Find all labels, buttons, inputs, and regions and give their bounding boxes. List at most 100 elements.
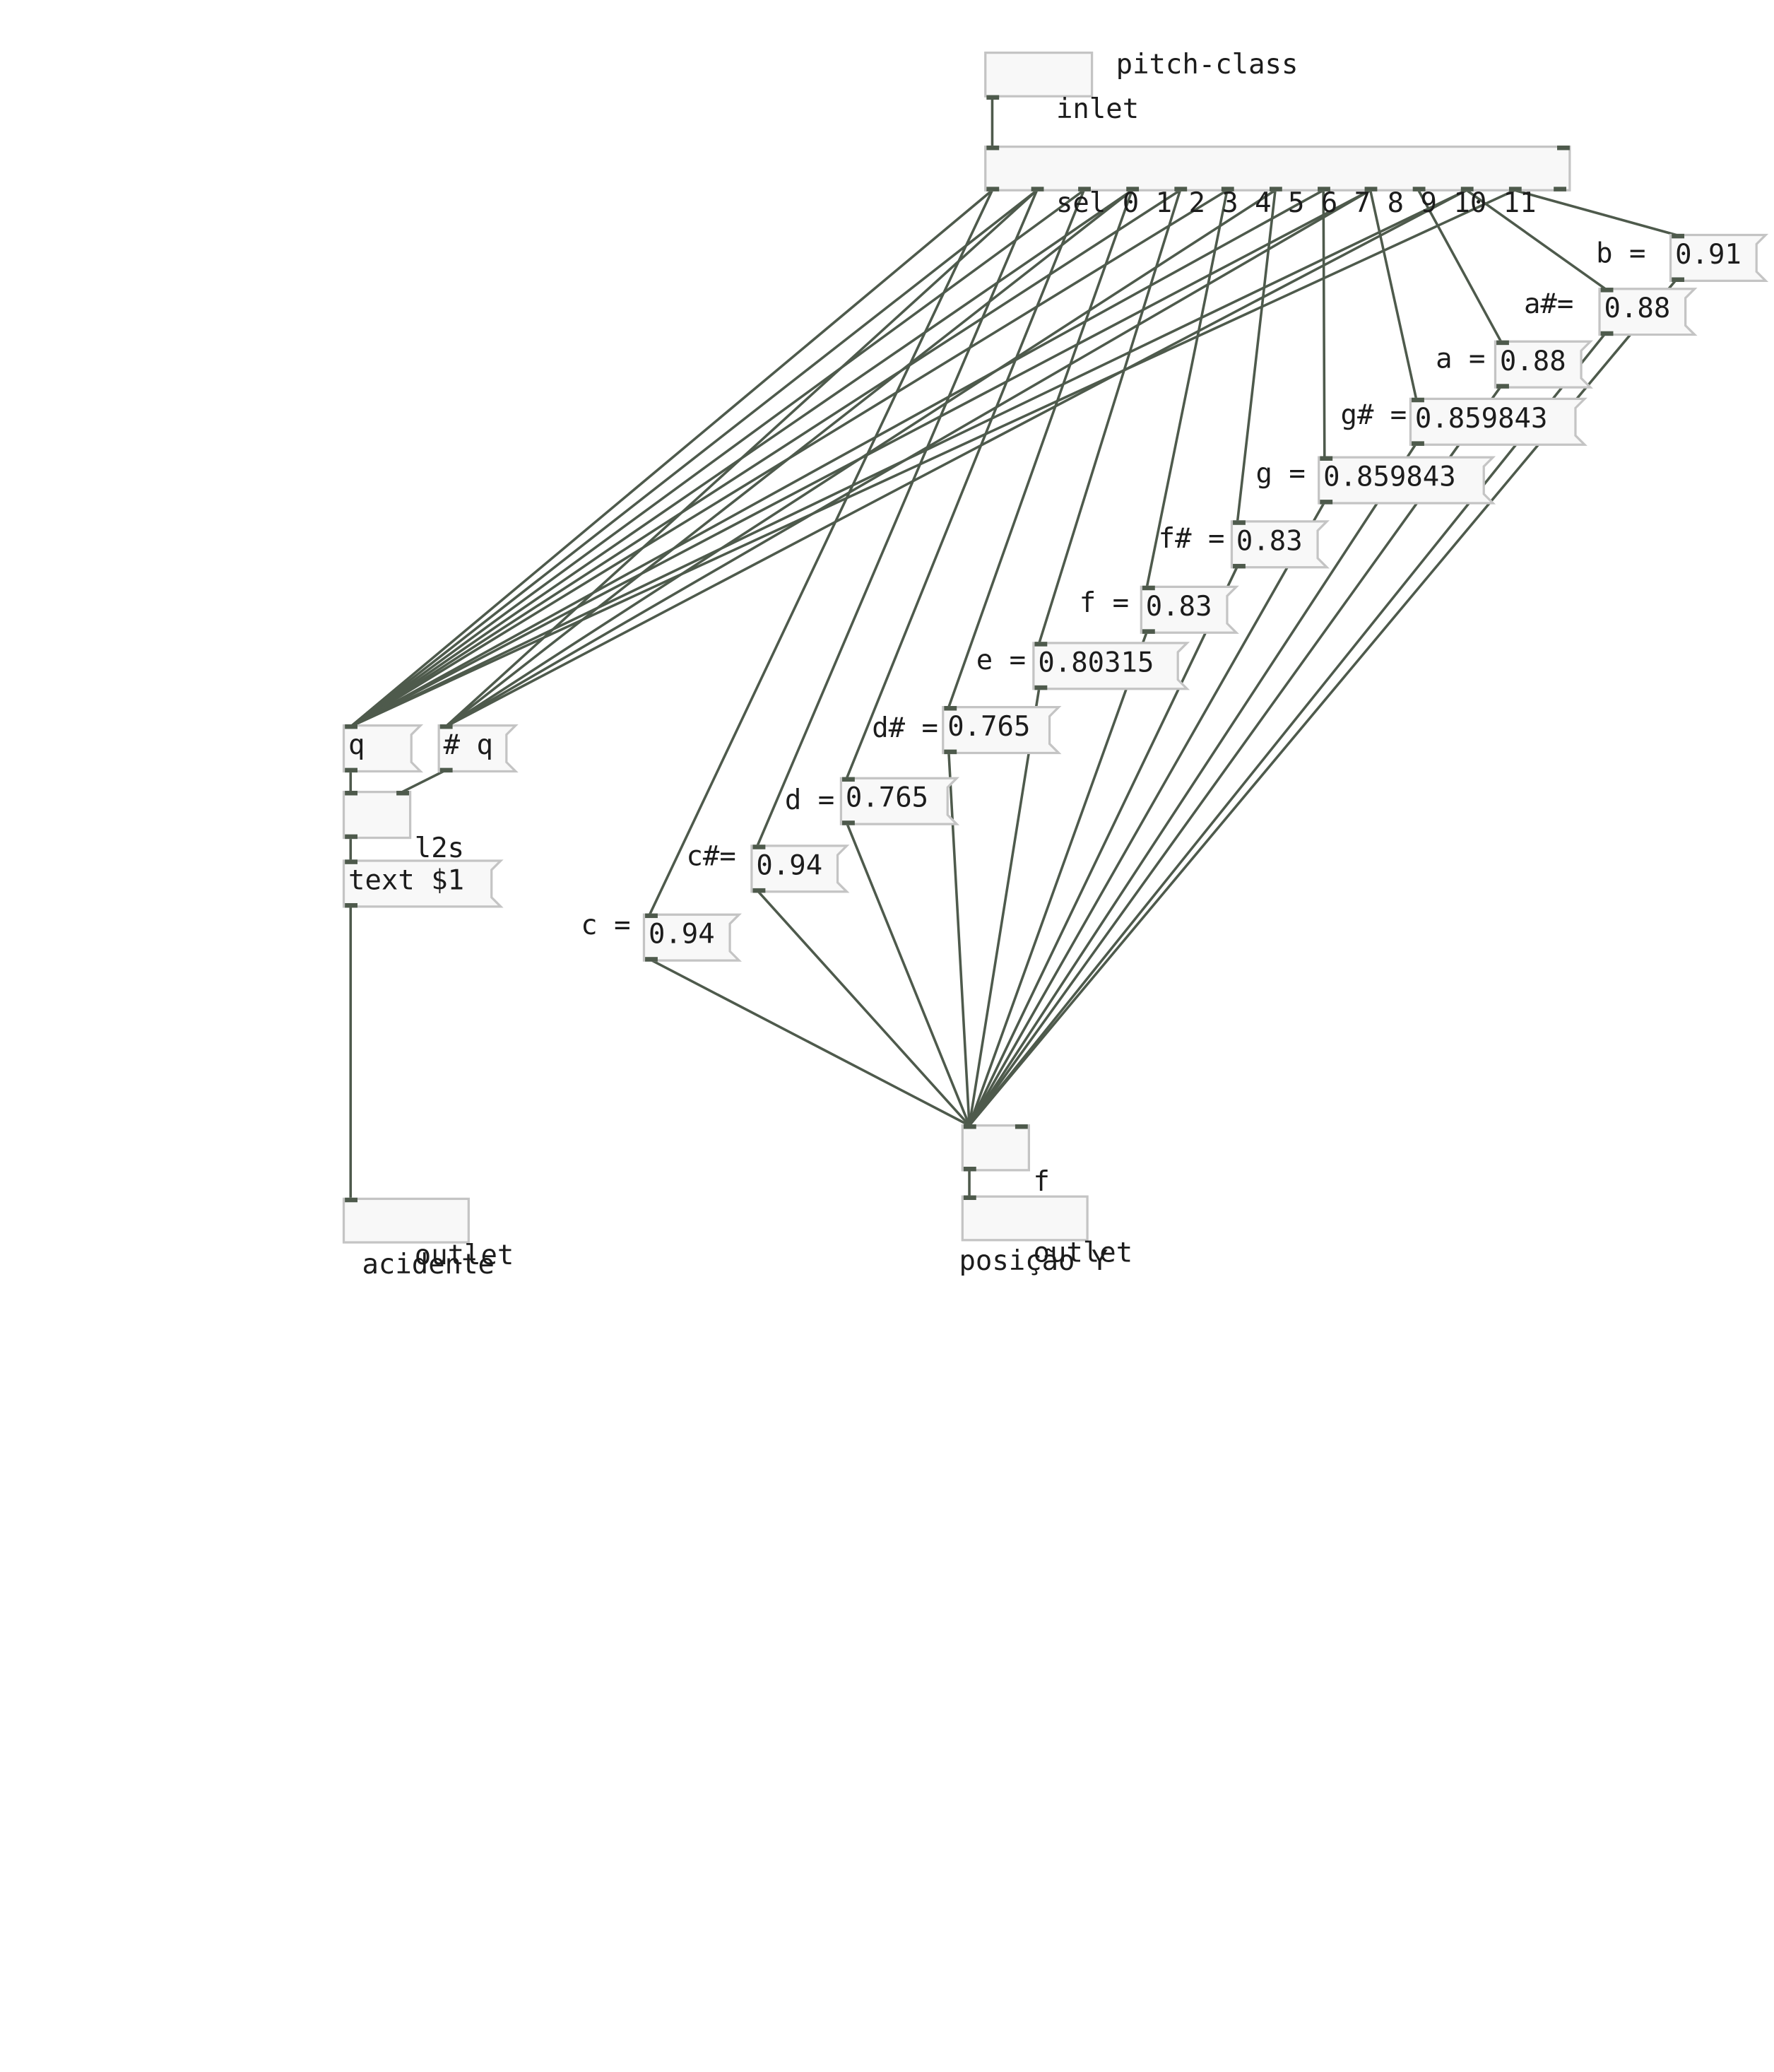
value-outlet-port[interactable] (1412, 441, 1424, 446)
value-inlet-port[interactable] (645, 913, 658, 919)
value-message-a[interactable]: 0.88 (1494, 340, 1593, 389)
sel-inlet-port[interactable] (1557, 145, 1570, 151)
value-inlet-port[interactable] (1672, 233, 1685, 239)
patch-cord[interactable] (947, 750, 971, 1127)
value-message-d-sharp[interactable]: 0.765 (942, 706, 1062, 755)
l2s-object[interactable]: l2s (342, 791, 464, 864)
value-message-g-sharp[interactable]: 0.859843 (1409, 397, 1587, 446)
patch-cord[interactable] (968, 442, 1418, 1127)
value-inlet-port[interactable] (1600, 288, 1614, 293)
patch-cord[interactable] (845, 821, 971, 1127)
hash-q-inlet-port[interactable] (439, 724, 453, 729)
patch-cord[interactable] (444, 189, 1039, 729)
l2s-outlet-port[interactable] (345, 834, 358, 840)
value-outlet-port[interactable] (1600, 331, 1614, 336)
value-outlet-port[interactable] (1672, 277, 1685, 282)
sel-outlet-port[interactable] (1554, 187, 1567, 192)
value-outlet-port[interactable] (1496, 384, 1509, 389)
patch-cord[interactable] (1417, 189, 1503, 343)
float-object[interactable]: f (961, 1124, 1050, 1198)
value-message-d[interactable]: 0.765 (839, 777, 960, 825)
symbol-message-sharp-q[interactable]: # q (437, 724, 519, 773)
patch-cord[interactable] (1465, 189, 1607, 290)
sel-outlet-port[interactable] (1412, 187, 1426, 192)
patch-cord[interactable] (968, 630, 1149, 1127)
l2s-inlet-port[interactable] (396, 791, 409, 796)
patch-cord[interactable] (968, 500, 1326, 1127)
l2s-inlet-port[interactable] (345, 791, 358, 796)
float-inlet-port[interactable] (963, 1124, 976, 1129)
patch-cord[interactable] (648, 958, 971, 1127)
patch-cord[interactable] (1236, 189, 1277, 523)
value-outlet-port[interactable] (1320, 500, 1333, 505)
text-inlet-port[interactable] (345, 859, 358, 864)
sel-outlet-port[interactable] (1031, 187, 1044, 192)
sel-outlet-port[interactable] (1126, 187, 1140, 192)
outlet-posicao-y[interactable]: outlet (961, 1195, 1133, 1268)
patch-cord[interactable] (444, 189, 1468, 729)
value-inlet-port[interactable] (1412, 397, 1424, 403)
q-outlet-port[interactable] (345, 767, 358, 773)
value-inlet-port[interactable] (1142, 585, 1155, 591)
patch-cord[interactable] (1322, 189, 1326, 459)
float-inlet-port[interactable] (1015, 1124, 1028, 1129)
patch-cord[interactable] (968, 565, 1239, 1127)
sel-outlet-port[interactable] (1221, 187, 1234, 192)
patch-cord[interactable] (1038, 189, 1182, 644)
text-outlet-port[interactable] (345, 902, 358, 908)
value-message-c-sharp[interactable]: 0.94 (750, 844, 850, 893)
patch-cord[interactable] (349, 189, 994, 729)
value-inlet-port[interactable] (1320, 456, 1333, 461)
sel-outlet-port[interactable] (1269, 187, 1282, 192)
value-message-b[interactable]: 0.91 (1669, 233, 1769, 282)
sel-outlet-port[interactable] (1508, 187, 1522, 192)
value-message-f-sharp[interactable]: 0.83 (1230, 520, 1330, 569)
outlet-inlet-port[interactable] (963, 1195, 976, 1201)
value-inlet-port[interactable] (1496, 340, 1509, 346)
patch-cord[interactable] (401, 769, 447, 794)
patch-cord[interactable] (968, 686, 1041, 1127)
sel-outlet-port[interactable] (1078, 187, 1091, 192)
patch-cord[interactable] (349, 189, 1325, 729)
patch-cord[interactable] (444, 189, 1134, 729)
patch-cord[interactable] (349, 189, 1182, 729)
patch-cord[interactable] (756, 189, 1039, 847)
value-outlet-port[interactable] (1034, 685, 1048, 690)
value-inlet-port[interactable] (842, 777, 855, 782)
sel-outlet-port[interactable] (1460, 187, 1474, 192)
value-message-e[interactable]: 0.80315 (1032, 642, 1190, 690)
value-message-c[interactable]: 0.94 (642, 913, 742, 962)
patch-cord[interactable] (845, 189, 1086, 779)
inlet-outlet-port[interactable] (986, 95, 1000, 100)
value-outlet-port[interactable] (842, 820, 855, 825)
patch-cord[interactable] (947, 189, 1134, 709)
patch-cord[interactable] (444, 189, 1277, 729)
value-inlet-port[interactable] (1233, 520, 1246, 525)
patch-cord[interactable] (968, 332, 1607, 1127)
sel-inlet-port[interactable] (986, 145, 1000, 151)
patch-cord[interactable] (1145, 189, 1229, 589)
q-inlet-port[interactable] (345, 724, 358, 729)
value-inlet-port[interactable] (752, 844, 766, 849)
patch-cord[interactable] (349, 189, 1039, 729)
patch-cord[interactable] (756, 889, 971, 1127)
symbol-message-q[interactable]: q (342, 724, 424, 773)
value-message-a-sharp[interactable]: 0.88 (1598, 288, 1698, 336)
value-message-g[interactable]: 0.859843 (1318, 456, 1496, 505)
patch-cord[interactable] (444, 189, 1372, 729)
inlet-object[interactable]: inlet (984, 51, 1139, 125)
outlet-acidente[interactable]: outlet (342, 1197, 514, 1271)
sel-outlet-port[interactable] (1318, 187, 1330, 192)
value-inlet-port[interactable] (944, 706, 957, 711)
value-outlet-port[interactable] (645, 957, 658, 962)
text-message[interactable]: text $1 (342, 859, 504, 908)
value-outlet-port[interactable] (944, 749, 957, 755)
value-outlet-port[interactable] (1142, 629, 1155, 634)
value-outlet-port[interactable] (752, 888, 766, 893)
sel-object[interactable]: sel 0 1 2 3 4 5 6 7 8 9 10 11 (984, 145, 1571, 219)
sel-outlet-port[interactable] (1174, 187, 1188, 192)
patch-cord[interactable] (968, 384, 1503, 1127)
sel-outlet-port[interactable] (986, 187, 1000, 192)
outlet-inlet-port[interactable] (345, 1197, 358, 1203)
